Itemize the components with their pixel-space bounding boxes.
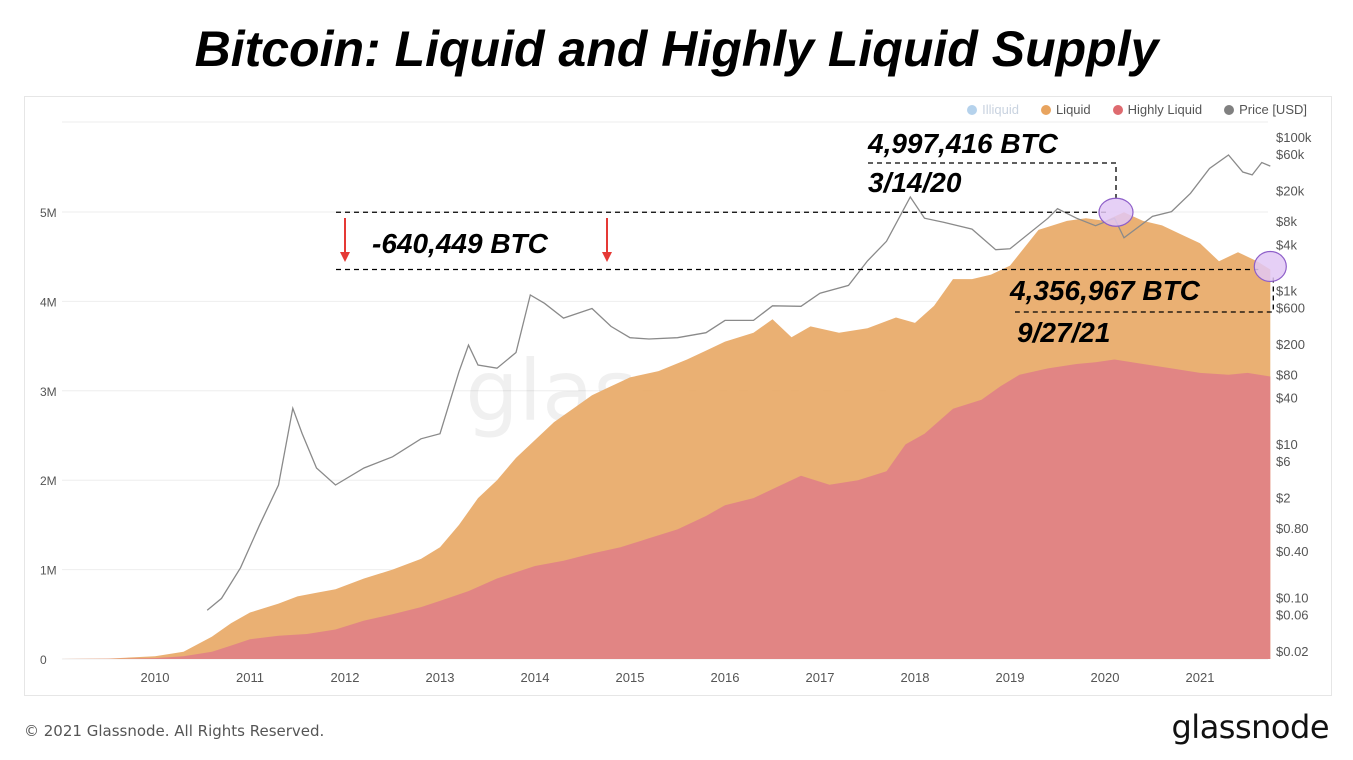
annotation-date-upper: 3/14/20 [868, 167, 962, 198]
x-tick-label: 2013 [426, 670, 455, 685]
y-tick-label-left: 4M [40, 295, 57, 309]
annotation-value-lower: 4,356,967 BTC [1009, 275, 1201, 306]
highly-liquid-area [60, 359, 1271, 659]
legend-dot-price [1224, 104, 1235, 115]
y-tick-label-right: $80 [1276, 368, 1298, 383]
x-tick-label: 2014 [521, 670, 550, 685]
y-tick-label-right: $0.40 [1276, 544, 1309, 559]
x-tick-label: 2019 [996, 670, 1025, 685]
y-tick-label-right: $1k [1276, 283, 1297, 298]
y-tick-label-right: $4k [1276, 237, 1297, 252]
x-tick-label: 2015 [616, 670, 645, 685]
legend-item-highly-liquid[interactable]: Highly Liquid [1112, 102, 1203, 117]
x-tick-label: 2017 [806, 670, 835, 685]
legend-label-liquid: Liquid [1055, 102, 1091, 117]
annotation-difference: -640,449 BTC [372, 228, 549, 259]
y-tick-label-right: $60k [1276, 147, 1305, 162]
legend-item-price[interactable]: Price [USD] [1224, 102, 1307, 117]
legend-label-illiquid: Illiquid [982, 102, 1019, 117]
y-tick-label-right: $200 [1276, 337, 1305, 352]
price-line [206, 154, 1271, 611]
x-tick-label: 2020 [1091, 670, 1120, 685]
y-tick-label-right: $0.06 [1276, 607, 1309, 622]
y-tick-label-right: $2 [1276, 491, 1290, 506]
x-tick-label: 2018 [901, 670, 930, 685]
x-tick-label: 2011 [236, 670, 264, 685]
legend-label-highly-liquid: Highly Liquid [1127, 102, 1203, 117]
highlight-circle-lower [1253, 250, 1287, 283]
y-tick-label-right: $8k [1276, 214, 1297, 229]
y-tick-label-left: 1M [40, 564, 57, 578]
annotation-value-upper: 4,997,416 BTC [867, 128, 1059, 159]
legend-item-liquid[interactable]: Liquid [1040, 102, 1091, 117]
y-tick-label-left: 5M [40, 206, 57, 220]
y-tick-label-left: 2M [40, 474, 57, 488]
arrow-left-head [340, 252, 350, 262]
legend-dot-liquid [1040, 104, 1051, 115]
y-tick-label-right: $20k [1276, 184, 1305, 199]
legend: Illiquid Liquid Highly Liquid Price [USD… [967, 102, 1307, 117]
copyright-footer: © 2021 Glassnode. All Rights Reserved. [24, 722, 325, 740]
y-tick-label-right: $0.02 [1276, 644, 1309, 659]
x-tick-label: 2012 [331, 670, 360, 685]
legend-dot-highly-liquid [1112, 104, 1123, 115]
x-tick-label: 2021 [1186, 670, 1215, 685]
annotation-date-lower: 9/27/21 [1017, 317, 1110, 348]
y-tick-label-left: 0 [40, 653, 47, 667]
arrow-right-head [602, 252, 612, 262]
legend-item-illiquid[interactable]: Illiquid [967, 102, 1019, 117]
y-tick-label-right: $600 [1276, 300, 1305, 315]
legend-dot-illiquid [967, 104, 978, 115]
chart-title: Bitcoin: Liquid and Highly Liquid Supply [194, 21, 1159, 77]
x-tick-label: 2016 [711, 670, 740, 685]
y-tick-label-right: $6 [1276, 454, 1290, 469]
y-tick-label-left: 3M [40, 385, 57, 399]
y-tick-label-right: $0.10 [1276, 590, 1309, 605]
annotation-leader-upper [868, 162, 1117, 201]
highlight-circle-upper [1098, 197, 1134, 227]
legend-label-price: Price [USD] [1239, 102, 1307, 117]
y-tick-label-right: $100k [1276, 130, 1312, 145]
x-tick-label: 2010 [141, 670, 170, 685]
y-tick-label-right: $0.80 [1276, 521, 1309, 536]
y-tick-label-right: $10 [1276, 437, 1298, 452]
y-tick-label-right: $40 [1276, 391, 1298, 406]
annotation-leader-lower [1015, 277, 1274, 313]
glassnode-logo: glassnode [1171, 708, 1329, 746]
